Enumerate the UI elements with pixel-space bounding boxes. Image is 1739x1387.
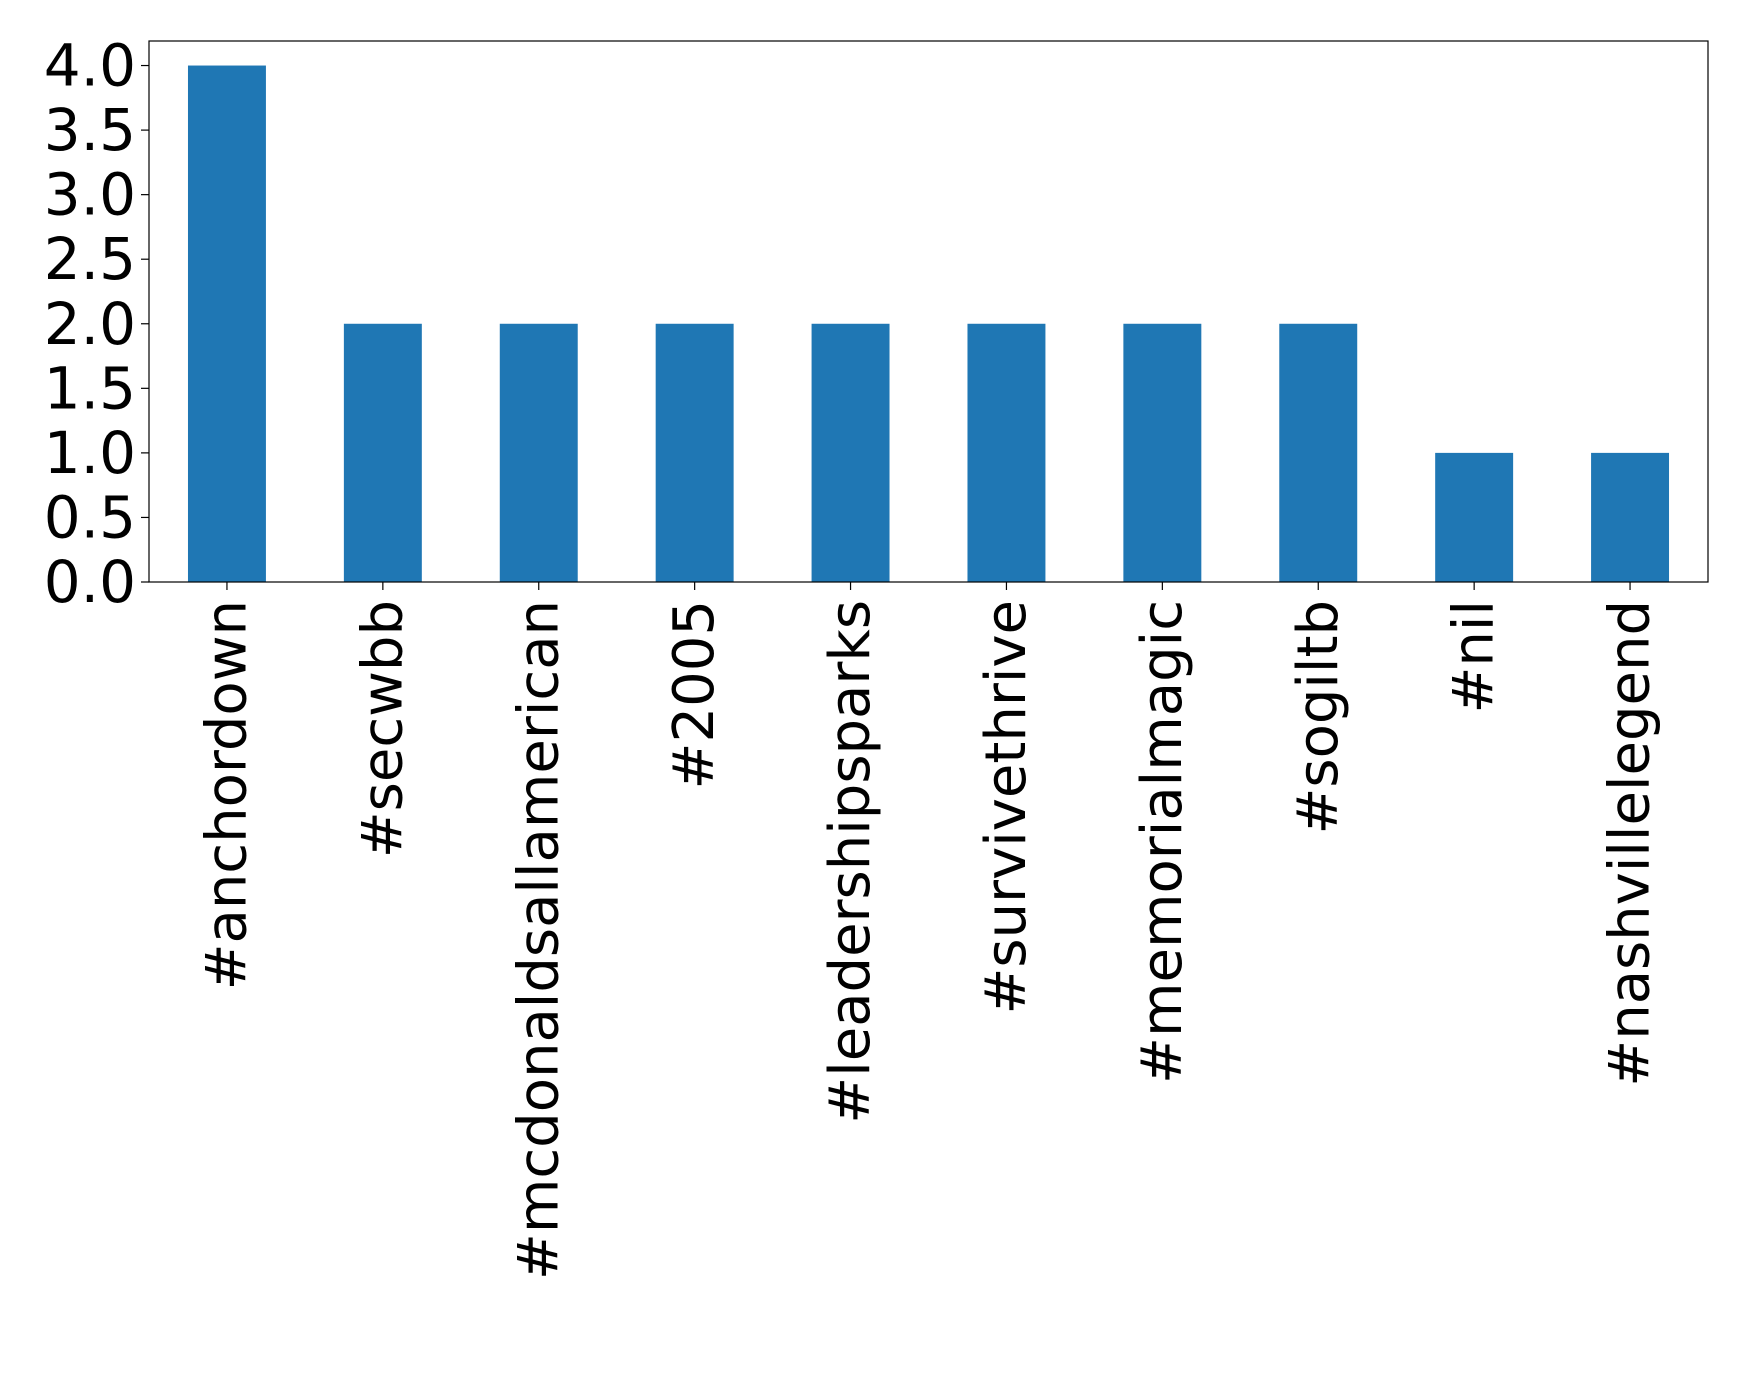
x-tick-label: #sogiltb <box>1286 600 1351 835</box>
x-tick-label: #secwbb <box>350 600 415 858</box>
x-tick-label: #2005 <box>662 600 727 789</box>
bar <box>499 323 578 582</box>
y-tick-label: 1.5 <box>44 354 136 422</box>
y-tick-label: 1.0 <box>44 419 136 487</box>
x-tick-label: #memorialmagic <box>1130 600 1195 1084</box>
y-tick-label: 0.0 <box>44 548 136 616</box>
bar <box>811 323 890 582</box>
bar <box>1591 452 1670 582</box>
x-tick-label: #leadershipsparks <box>818 600 883 1124</box>
x-tick-label: #nashvillelegend <box>1598 600 1663 1087</box>
y-tick-label: 4.0 <box>44 32 136 100</box>
bar <box>967 323 1046 582</box>
bar <box>1435 452 1514 582</box>
x-tick-label: #anchordown <box>194 600 259 990</box>
y-tick-label: 3.5 <box>44 96 136 164</box>
x-tick-label: #nil <box>1442 600 1507 714</box>
bar <box>1279 323 1358 582</box>
bar <box>187 65 266 582</box>
x-tick-label: #survivethrive <box>974 600 1039 1015</box>
bar <box>1123 323 1202 582</box>
y-tick-label: 0.5 <box>44 483 136 551</box>
y-tick-label: 3.0 <box>44 161 136 229</box>
bar <box>655 323 734 582</box>
x-tick-label: #mcdonaldsallamerican <box>506 600 571 1280</box>
y-tick-label: 2.0 <box>44 290 136 358</box>
y-tick-label: 2.5 <box>44 225 136 293</box>
plot-frame <box>148 40 1709 583</box>
bar <box>343 323 422 582</box>
